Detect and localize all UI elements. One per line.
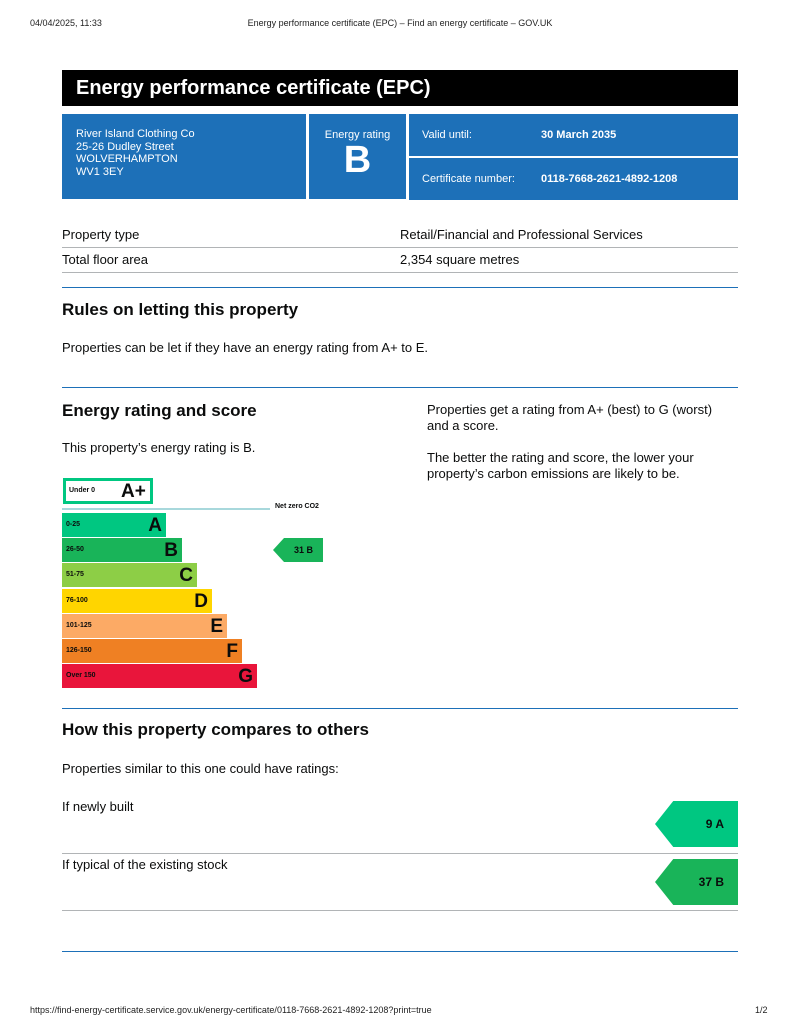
band-f: 126-150 F <box>62 639 242 663</box>
band-range: Over 150 <box>66 672 96 680</box>
energy-rating-label: Energy rating <box>324 129 391 141</box>
divider <box>62 951 738 952</box>
property-type-row: Property type Retail/Financial and Profes… <box>62 223 738 248</box>
band-letter: A <box>148 515 162 536</box>
print-page-number: 1/2 <box>755 1005 768 1015</box>
rules-text: Properties can be let if they have an en… <box>62 340 429 355</box>
band-letter: F <box>226 641 238 662</box>
compare-heading: How this property compares to others <box>62 720 369 739</box>
band-b: 26-50 B <box>62 538 182 563</box>
compare-text: Properties similar to this one could hav… <box>62 761 339 776</box>
certificate-number-value: 0118-7668-2621-4892-1208 <box>541 173 678 185</box>
valid-until-label: Valid until: <box>422 129 472 141</box>
net-zero-label: Net zero CO2 <box>275 503 319 510</box>
energy-text: This property’s energy rating is B. <box>62 440 256 455</box>
address-line: River Island Clothing Co <box>76 128 195 140</box>
current-rating-arrow: 31 B <box>273 538 323 562</box>
band-d: 76-100 D <box>62 588 212 613</box>
band-letter: A+ <box>121 481 146 502</box>
band-letter: E <box>210 615 223 637</box>
energy-side-text-1: Properties get a rating from A+ (best) t… <box>427 402 713 433</box>
band-range: 126-150 <box>66 647 92 654</box>
address: River Island Clothing Co 25-26 Dudley St… <box>62 114 306 199</box>
certificate-number-label: Certificate number: <box>422 173 515 185</box>
band-e: 101-125 E <box>62 613 227 638</box>
net-zero-line <box>62 508 270 510</box>
row-value: 2,354 square metres <box>400 252 520 267</box>
print-url: https://find-energy-certificate.service.… <box>30 1005 432 1015</box>
address-line: WV1 3EY <box>76 165 124 178</box>
divider <box>62 708 738 709</box>
band-range: 101-125 <box>66 621 92 629</box>
band-a: 0-25 A <box>62 513 166 537</box>
page-title: Energy performance certificate (EPC) <box>62 70 738 106</box>
band-range: Under 0 <box>69 487 96 494</box>
address-line: WOLVERHAMPTON <box>76 153 178 165</box>
divider <box>62 387 738 388</box>
energy-side-text-2: The better the rating and score, the low… <box>427 450 694 481</box>
newly-built-rating-arrow: 9 A <box>655 801 738 847</box>
print-page-title: Energy performance certificate (EPC) – F… <box>247 18 553 28</box>
typical-stock-rating-arrow: 37 B <box>655 859 738 905</box>
energy-rating-box: Energy rating B <box>309 114 406 199</box>
band-range: 26-50 <box>66 546 84 554</box>
band-c: 51-75 C <box>62 563 197 588</box>
band-letter: B <box>164 540 178 562</box>
divider <box>62 853 738 854</box>
band-range: 0-25 <box>66 521 81 528</box>
certificate-number: Certificate number: 0118-7668-2621-4892-1… <box>409 158 738 200</box>
row-label: Total floor area <box>62 252 148 267</box>
energy-heading: Energy rating and score <box>62 401 257 420</box>
address-line: 25-26 Dudley Street <box>76 140 174 153</box>
row-value: Retail/Financial and Professional Servic… <box>400 227 643 242</box>
band-letter: D <box>194 590 208 612</box>
rules-heading: Rules on letting this property <box>62 300 299 319</box>
energy-rating-value: B <box>343 139 372 181</box>
print-datetime: 04/04/2025, 11:33 <box>30 18 102 28</box>
floor-area-row: Total floor area 2,354 square metres <box>62 248 738 273</box>
band-range: 76-100 <box>66 596 88 604</box>
divider <box>62 287 738 288</box>
divider <box>62 910 738 911</box>
newly-built-label: If newly built <box>62 799 134 814</box>
band-g: Over 150 G <box>62 664 257 689</box>
row-label: Property type <box>62 227 140 242</box>
band-aplus: Under 0 A+ <box>63 478 153 504</box>
typical-stock-label: If typical of the existing stock <box>62 857 228 872</box>
valid-until-value: 30 March 2035 <box>541 129 617 141</box>
band-letter: C <box>179 565 193 587</box>
band-range: 51-75 <box>66 571 84 579</box>
valid-until: Valid until: 30 March 2035 <box>409 114 738 156</box>
band-letter: G <box>238 666 253 688</box>
